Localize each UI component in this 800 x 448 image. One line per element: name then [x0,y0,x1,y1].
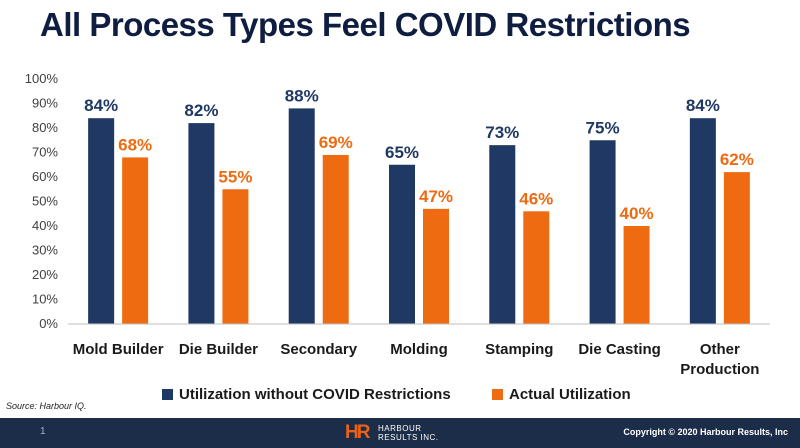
logo-wordmark: HARBOUR RESULTS INC. [378,424,439,442]
data-label: 55% [218,167,252,186]
y-tick-label: 20% [32,267,58,282]
x-category-label: Die Casting [578,341,661,358]
page-number: 1 [40,426,46,437]
x-category-label: Molding [390,341,447,358]
bar-without-restrictions [288,108,315,325]
data-label: 69% [319,133,353,152]
bar-actual [723,172,750,324]
logo-line-2: RESULTS INC. [378,433,439,442]
x-category-label: Die Builder [179,341,258,358]
y-tick-label: 0% [39,316,58,331]
bar-without-restrictions [489,145,516,324]
bar-without-restrictions [88,118,115,324]
data-label: 47% [419,187,453,206]
y-tick-label: 70% [32,145,58,160]
y-tick-label: 40% [32,218,58,233]
data-label: 68% [118,135,152,154]
data-label: 73% [485,123,519,142]
data-label: 40% [620,204,654,223]
data-label: 88% [285,86,319,105]
logo-line-1: HARBOUR [378,424,422,433]
bar-actual [322,154,349,324]
x-category-label: Other [700,341,740,358]
x-category-label: Secondary [280,341,357,358]
x-category-label: Mold Builder [73,341,164,358]
legend-swatch [162,389,173,400]
y-tick-label: 30% [32,243,58,258]
bar-chart: 0% 10% 20% 30% 40% 50% 60% 70% 80% 90% 100% 84% 68% M… [25,71,770,403]
source-note: Source: Harbour IQ. [6,401,87,411]
data-label: 65% [385,143,419,162]
bar-actual [423,208,449,324]
y-tick-label: 90% [32,96,58,111]
data-label: 84% [686,96,720,115]
bar-actual [222,189,249,324]
y-tick-label: 10% [32,292,58,307]
data-label: 82% [184,101,218,120]
bar-without-restrictions [689,118,716,324]
data-label: 46% [519,189,553,208]
y-tick-label: 100% [25,71,59,86]
legend-label: Actual Utilization [509,386,631,403]
data-label: 75% [586,118,620,137]
x-category-label: Production [680,361,759,378]
data-label: 84% [84,96,118,115]
copyright-text: Copyright © 2020 Harbour Results, Inc [623,427,788,437]
legend-swatch [492,389,503,400]
bar-actual [122,157,149,324]
bar-actual [523,211,550,324]
bar-without-restrictions [389,164,415,324]
bar-without-restrictions [188,123,215,324]
footer-bar: 1 HR HARBOUR RESULTS INC. Copyright © 20… [0,418,800,448]
y-tick-label: 80% [32,120,58,135]
y-tick-label: 50% [32,194,58,209]
page-title: All Process Types Feel COVID Restriction… [40,6,691,43]
y-tick-label: 60% [32,169,58,184]
data-label: 62% [720,150,754,169]
legend-label: Utilization without COVID Restrictions [179,386,451,403]
x-category-label: Stamping [485,341,553,358]
bar-without-restrictions [589,140,616,324]
bar-actual [623,226,650,324]
logo-mark: HR [345,422,370,443]
